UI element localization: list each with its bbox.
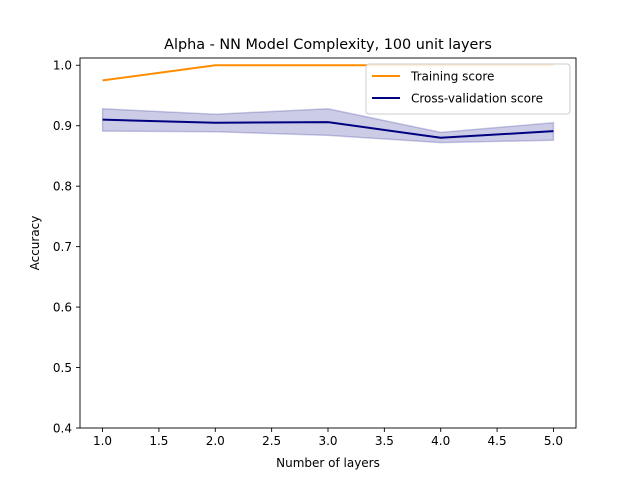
legend: Training score Cross-validation score [365,63,571,115]
y-tick-label: 0.5 [53,361,72,375]
x-tick-label: 4.5 [488,434,507,448]
legend-box [365,63,571,115]
chart-title: Alpha - NN Model Complexity, 100 unit la… [164,37,492,53]
x-tick-label: 3.0 [318,434,337,448]
confidence-bands [101,107,555,144]
x-tick-label: 1.0 [93,434,112,448]
legend-label-cross-validation-score: Cross-validation score [411,91,543,105]
x-axis-ticks: 1.0 1.5 2.0 2.5 3.0 3.5 4.0 4.5 5.0 [93,428,563,448]
y-axis-ticks: 0.4 0.5 0.6 0.7 0.8 0.9 1.0 [53,59,80,435]
y-tick-label: 0.7 [53,240,72,254]
x-tick-label: 4.0 [431,434,450,448]
y-tick-label: 0.9 [53,119,72,133]
y-tick-label: 0.6 [53,300,72,314]
x-tick-label: 3.5 [375,434,394,448]
cross-validation-score-band [101,107,555,144]
x-tick-label: 2.5 [262,434,281,448]
x-tick-label: 2.0 [206,434,225,448]
x-tick-label: 1.5 [149,434,168,448]
y-axis-label: Accuracy [28,216,42,271]
y-tick-label: 1.0 [53,59,72,73]
legend-label-training-score: Training score [410,69,494,83]
y-tick-label: 0.8 [53,179,72,193]
cross-validation-score-line [102,118,554,139]
x-axis-label: Number of layers [276,456,380,470]
x-tick-label: 5.0 [544,434,563,448]
y-tick-label: 0.4 [53,421,72,435]
